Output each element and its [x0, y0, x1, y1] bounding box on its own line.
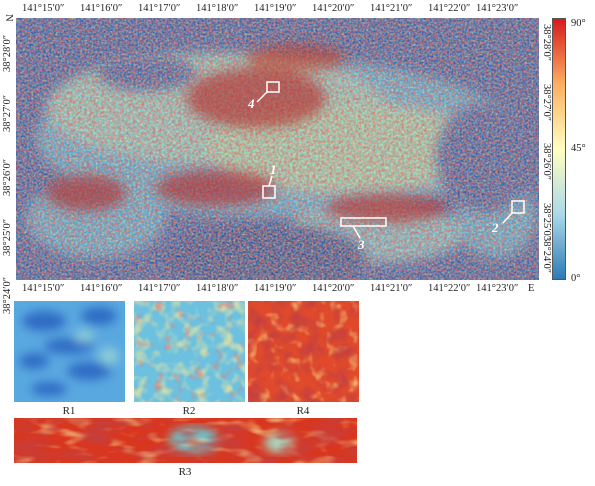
lat-tick-right: 38°27′0″ [541, 84, 552, 122]
colorbar-max-label: 90° [571, 18, 586, 29]
east-label: E [528, 283, 535, 294]
lon-tick-top: 141°20′0″ [312, 3, 355, 14]
region-marker-label: 3 [357, 237, 365, 252]
lon-tick-bottom: 141°18′0″ [196, 283, 239, 294]
region-marker-2[interactable]: 2 [491, 200, 525, 235]
map-raster [16, 18, 539, 280]
colorbar-mid-label: 45° [571, 143, 586, 154]
subset-r2 [134, 301, 245, 402]
lat-tick-right: 38°25′0″ [541, 203, 552, 241]
region-marker-1[interactable]: 1 [262, 162, 277, 199]
subset-caption-r1: R1 [62, 405, 76, 417]
region-marker-3[interactable]: 3 [340, 217, 387, 252]
region-marker-label: 4 [247, 96, 255, 111]
lon-tick-top: 141°17′0″ [138, 3, 181, 14]
lon-tick-bottom: 141°21′0″ [370, 283, 413, 294]
lon-tick-bottom: 141°20′0″ [312, 283, 355, 294]
lon-tick-top: 141°18′0″ [196, 3, 239, 14]
lat-tick-right: 38°26′0″ [541, 143, 552, 181]
lon-tick-top: 141°16′0″ [80, 3, 123, 14]
lon-tick-top: 141°15′0″ [22, 3, 65, 14]
orientation-angle-map: 4 1 3 2 [16, 18, 539, 280]
lat-tick-left: 38°28′0″ [2, 34, 13, 72]
lat-tick-left: 38°25′0″ [2, 218, 13, 256]
subset-r1 [14, 301, 125, 402]
colorbar-min-label: 0° [571, 273, 581, 284]
subset-caption-r4: R4 [296, 405, 310, 417]
lat-tick-left: 38°27′0″ [2, 94, 13, 132]
subset-r4 [248, 301, 359, 402]
subset-caption-r2: R2 [182, 405, 196, 417]
lat-tick-right: 38°24′0″ [541, 236, 552, 274]
lon-tick-top: 141°23′0″ [476, 3, 519, 14]
colorbar [552, 18, 566, 280]
subset-r3 [14, 418, 357, 463]
lon-tick-bottom: 141°22′0″ [428, 283, 471, 294]
lat-tick-left: 38°24′0″ [2, 276, 13, 314]
subset-caption-r3: R3 [178, 466, 192, 478]
north-label: N [3, 14, 14, 22]
lon-tick-bottom: 141°15′0″ [22, 283, 65, 294]
lon-tick-bottom: 141°16′0″ [80, 283, 123, 294]
lon-tick-top: 141°21′0″ [370, 3, 413, 14]
lon-tick-bottom: 141°19′0″ [254, 283, 297, 294]
lat-tick-left: 38°26′0″ [2, 158, 13, 196]
lon-tick-bottom: 141°23′0″ [476, 283, 519, 294]
region-marker-label: 2 [491, 220, 499, 235]
lat-tick-right: 38°28′0″ [541, 24, 552, 62]
region-marker-4[interactable]: 4 [247, 81, 280, 111]
region-marker-label: 1 [270, 162, 277, 177]
lon-tick-top: 141°19′0″ [254, 3, 297, 14]
lon-tick-top: 141°22′0″ [428, 3, 471, 14]
region-markers: 4 1 3 2 [247, 81, 525, 252]
lon-tick-bottom: 141°17′0″ [138, 283, 181, 294]
